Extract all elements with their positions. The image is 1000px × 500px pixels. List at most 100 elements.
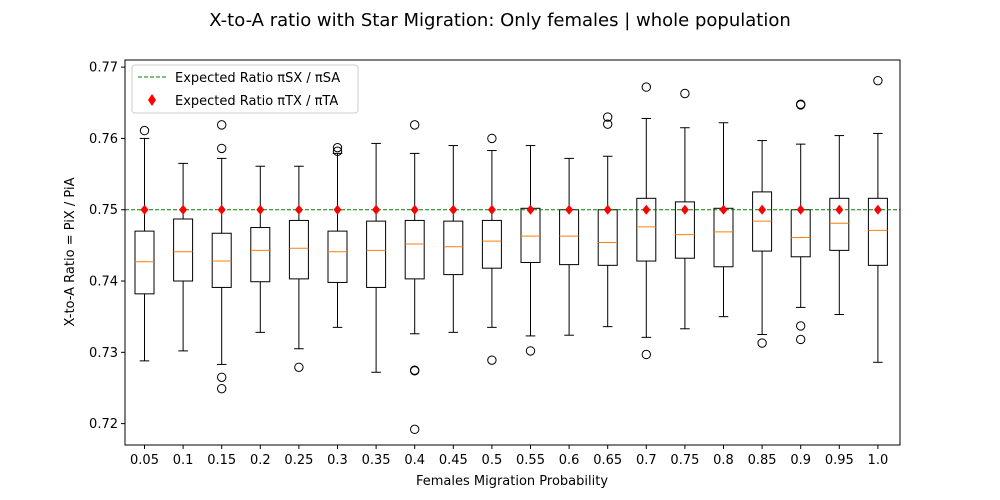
x-tick-label: 0.45 [439,453,468,468]
box-0.45 [443,145,464,333]
box-iqr [713,207,734,268]
x-tick-label: 0.85 [748,453,777,468]
box-iqr [481,219,502,269]
flier-point [410,120,420,130]
box-0.95 [829,135,850,316]
expected-ratio-point [796,204,805,215]
flier-point [873,75,883,86]
box-0.7 [636,82,657,360]
box-0.55 [520,145,541,356]
x-tick-label: 0.95 [825,453,854,468]
box-0.6 [559,157,580,336]
flier-point [332,142,343,153]
x-tick-label: 0.35 [362,453,391,468]
box-iqr [211,232,232,288]
box-iqr [288,219,309,280]
expected-ratio-point [680,204,689,215]
box-iqr [327,230,348,283]
x-axis: 0.05 0.1 0.15 0.2 0.25 0.3 0.35 0.4 0.45 0.5 0.55 0… [130,445,888,468]
expected-ratio-point [642,204,651,215]
box-iqr [867,197,888,266]
x-tick-label: 0.3 [327,453,348,468]
flier-point [410,424,420,435]
flier-point [487,133,497,144]
flier-point [217,120,227,130]
flier-point [525,346,536,356]
box-0.1 [173,162,194,352]
legend-diamond-marker [148,94,156,106]
x-tick-label: 0.8 [713,453,734,468]
box-0.3 [327,142,348,328]
flier-point [332,146,343,156]
flier-point [680,88,690,99]
flier-point [757,338,767,348]
chart-title: X-to-A ratio with Star Migration: Only f… [209,10,791,31]
box-iqr [134,230,155,295]
box-0.9 [790,99,811,345]
box-iqr [790,209,811,258]
box-iqr [520,207,541,263]
expected-ratio-point [835,204,844,215]
flier-point [139,125,150,136]
expected-ratio-point [294,204,303,215]
expected-ratio-point [179,204,188,215]
expected-ratio-point [217,204,226,215]
box-0.25 [288,165,309,372]
flier-point [796,100,806,110]
box-iqr [366,220,387,288]
box-iqr [173,218,194,282]
x-tick-label: 0.7 [636,453,657,468]
y-axis: 0.72 0.73 0.74 0.75 0.76 0.77 [89,61,125,432]
box-iqr [443,220,464,276]
box-iqr [559,209,580,266]
box-0.65 [597,112,618,328]
y-tick-label: 0.75 [89,203,118,218]
expected-ratio-point [873,204,882,215]
y-tick-label: 0.73 [89,346,118,361]
legend-box [131,64,359,114]
flier-point [410,366,420,376]
expected-ratio-point [526,204,535,215]
flier-point [487,355,497,365]
box-0.4 [404,120,425,435]
expected-ratio-point [410,204,419,215]
flier-point [641,82,651,92]
flier-point [603,112,613,122]
box-0.15 [211,120,232,394]
expected-ratio-point [603,204,612,215]
x-tick-label: 0.6 [559,453,580,468]
legend-label-line: Expected Ratio πSX / πSA [175,71,340,86]
box-iqr [829,197,850,251]
expected-ratio-point [140,204,149,215]
box-0.2 [250,165,271,333]
x-tick-label: 0.4 [404,453,425,468]
expected-ratio-point [758,204,767,215]
x-axis-label: Females Migration Probability [416,474,608,489]
expected-ratio-point [333,204,342,215]
x-tick-label: 0.1 [173,453,194,468]
box-1.0 [867,75,888,363]
box-0.05 [134,125,155,362]
x-tick-label: 0.75 [670,453,699,468]
plot-frame [124,59,901,446]
flier-point [796,321,806,331]
box-iqr [674,201,695,259]
box-iqr [597,209,618,266]
box-0.5 [481,133,502,365]
y-tick-label: 0.72 [89,417,118,432]
flier-point [641,349,651,360]
flier-point [217,372,227,382]
flier-point [796,334,806,345]
box-0.75 [674,88,695,330]
expected-ratio-point [565,204,574,215]
expected-ratio-point [719,204,728,215]
legend-label-points: Expected Ratio πTX / πTA [175,94,338,109]
x-tick-label: 0.15 [207,453,236,468]
boxes-layer [134,75,888,435]
box-0.85 [752,140,773,348]
expected-ratio-point [372,204,381,215]
flier-point [217,383,227,394]
y-tick-label: 0.74 [89,275,118,290]
y-tick-label: 0.77 [89,61,118,76]
